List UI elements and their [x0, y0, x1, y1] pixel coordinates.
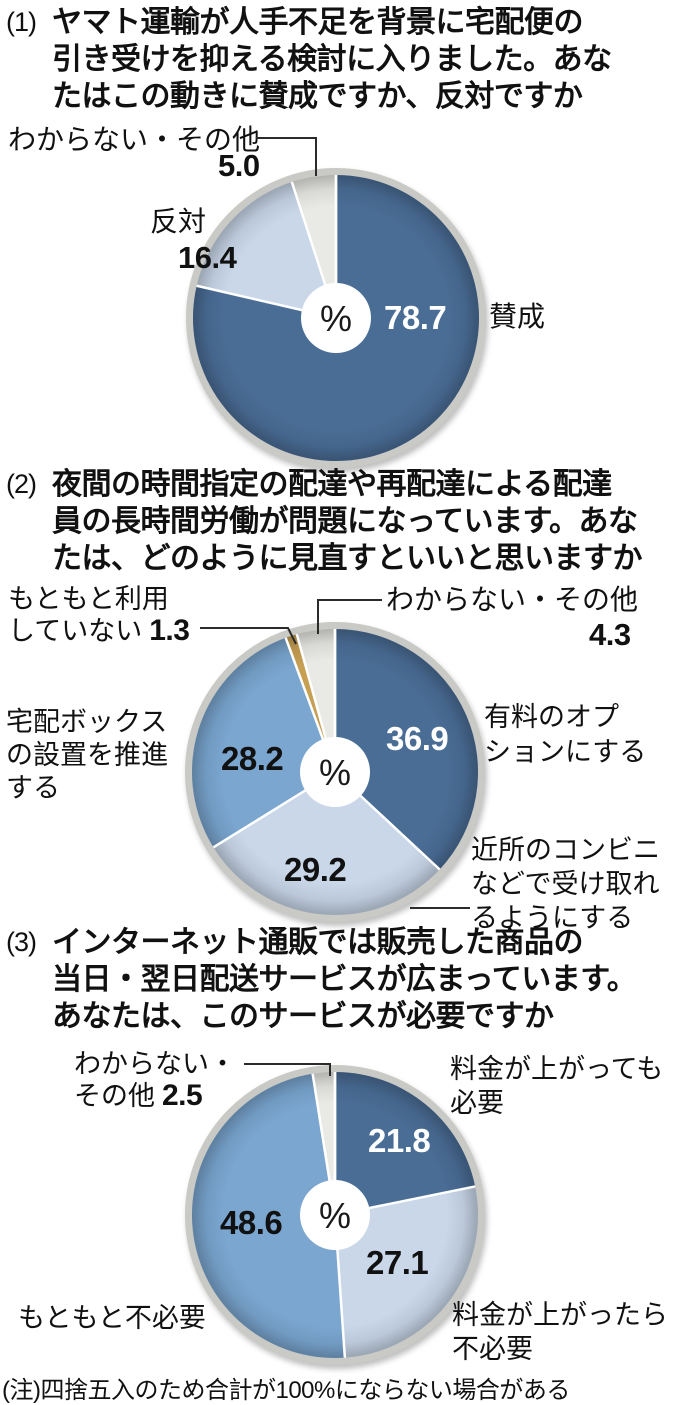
- pie2-value-convenience: 29.2: [284, 851, 347, 888]
- pie3-value-never-need: 48.6: [220, 1204, 283, 1241]
- pie-svg: %: [186, 168, 486, 468]
- pie-center-circle: [300, 737, 370, 807]
- pie3-label-need: 料金が上がっても 必要: [450, 1054, 664, 1118]
- pie2-label-nouse-text: もともと利用 していない: [8, 584, 169, 646]
- pie-center-unit-label: %: [320, 298, 352, 339]
- pie1-label-agree: 賛成: [489, 301, 546, 332]
- rounding-note: (注)四捨五入のため合計が100%にならない場合がある: [2, 1377, 570, 1404]
- pie2-label-dontknow: わからない・その他: [386, 584, 639, 615]
- pie1-value-oppose: 16.4: [178, 240, 237, 275]
- pie3-label-dontknow-text: わからない・ その他: [74, 1049, 236, 1111]
- pie-center-unit-label: %: [319, 1195, 351, 1236]
- question-2-number: (2): [6, 469, 37, 499]
- question-3-title: (3) インターネット通販では販売した商品の 当日・翌日配送サービスが広まってい…: [6, 924, 676, 1035]
- pie2-value-dontknow: 4.3: [589, 617, 631, 652]
- pie1-value-agree: 78.7: [384, 299, 447, 336]
- pie2-label-paid-option: 有料のオプ ションにする: [484, 702, 647, 767]
- pie2-value-delivery-box: 28.2: [221, 740, 284, 777]
- pie3-value-noneed-if-raised: 27.1: [366, 1244, 429, 1281]
- pie2-value-paid-option: 36.9: [386, 720, 449, 757]
- pie-chart-3: %: [165, 1045, 505, 1385]
- pie3-label-dontknow: わからない・ その他 2.5: [74, 1048, 236, 1112]
- question-2-text: 夜間の時間指定の配達や再配達による配達 員の長時間労働が問題になっています。あな…: [52, 468, 643, 575]
- question-3-number: (3): [6, 927, 37, 957]
- pie3-label-never-need: もともと不必要: [18, 1303, 206, 1333]
- pie3-value-need: 21.8: [368, 1122, 431, 1159]
- question-3-text: インターネット通販では販売した商品の 当日・翌日配送サービスが広まっています。 …: [52, 926, 637, 1033]
- pie1-value-dontknow: 5.0: [218, 148, 260, 183]
- pie2-label-delivery-box: 宅配ボックス の設置を推進 する: [6, 707, 168, 803]
- pie-center-circle: [300, 1180, 370, 1250]
- pie-svg: %: [185, 622, 485, 922]
- pie3-value-dontknow: 2.5: [162, 1079, 203, 1112]
- pie-outer-ring: [186, 168, 486, 468]
- question-1-title: (1) ヤマト運輸が人手不足を背景に宅配便の 引き受けを抑える検討に入りました。…: [6, 4, 676, 115]
- pie-outer-ring: [185, 1065, 485, 1365]
- pie3-label-noneed-if-raised: 料金が上がったら 不必要: [452, 1300, 668, 1364]
- question-2-title: (2) 夜間の時間指定の配達や再配達による配達 員の長時間労働が問題になっていま…: [6, 466, 676, 577]
- question-1-text: ヤマト運輸が人手不足を背景に宅配便の 引き受けを抑える検討に入りました。あな た…: [52, 6, 612, 113]
- pie-chart-1: %: [166, 148, 506, 488]
- pie-center-unit-label: %: [319, 752, 351, 793]
- pie-svg: %: [185, 1065, 485, 1365]
- pie-center-circle: [301, 283, 371, 353]
- pie2-label-convenience: 近所のコンビニ などで受け取れ るようにする: [471, 835, 660, 933]
- pie-chart-2: %: [165, 602, 505, 942]
- pie1-label-dontknow: わからない・その他: [8, 124, 261, 155]
- question-1-number: (1): [6, 7, 37, 37]
- pie1-label-oppose: 反対: [150, 206, 207, 237]
- pie2-label-nouse: もともと利用 していない 1.3: [8, 584, 190, 647]
- pie2-value-nouse: 1.3: [149, 614, 190, 647]
